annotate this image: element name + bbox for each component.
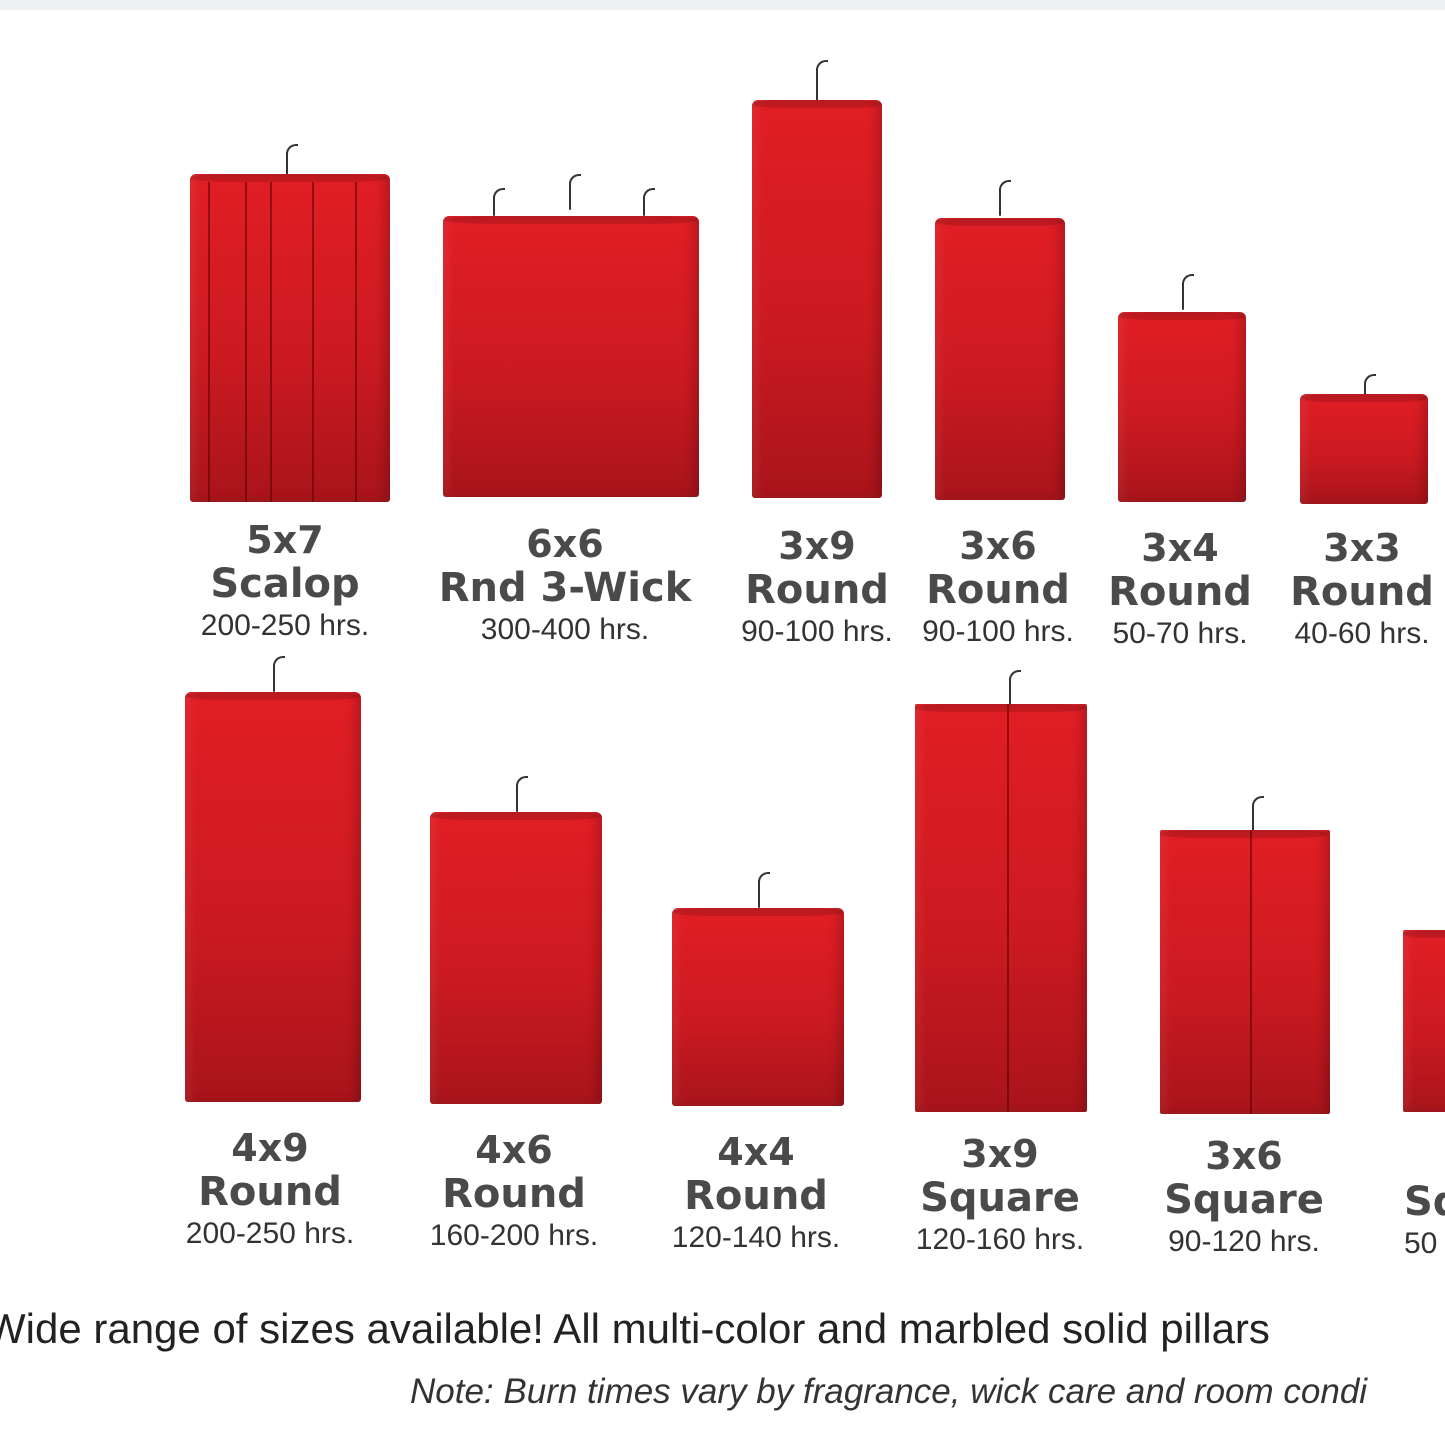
candle-body (443, 216, 699, 497)
footer-headline: Wide range of sizes available! All multi… (0, 1305, 1270, 1352)
candle-3x6-square (1160, 796, 1330, 1114)
candle-label: 3x3 Round 40-60 hrs. (1272, 526, 1445, 654)
candle-size: 4x6 (475, 1128, 553, 1172)
candle-label: 4x9 Round 200-250 hrs. (160, 1126, 380, 1254)
burn-time: 90-100 hrs. (922, 615, 1074, 648)
wick-icon (1252, 796, 1264, 832)
candle-6x6-rnd-3-wick (443, 174, 699, 497)
footer-note: Note: Burn times vary by fragrance, wick… (410, 1372, 1368, 1411)
candle-4x6-round (430, 776, 602, 1104)
burn-time: 200-250 hrs. (185, 1217, 355, 1250)
burn-time: 50-70 hrs. (1112, 617, 1248, 650)
candle-shape: Scalop (210, 561, 360, 607)
candle-body (190, 174, 390, 502)
candle-3x6-round (935, 180, 1065, 500)
burn-time: 90-100 hrs. (741, 615, 893, 648)
top-band (0, 0, 1445, 10)
candle-4x9-round (185, 656, 361, 1102)
wick-icon (999, 180, 1011, 216)
candle-shape: Round (926, 567, 1070, 613)
candle-label: 3x6 Square 90-120 hrs. (1134, 1134, 1354, 1262)
candle-body (672, 908, 844, 1106)
candle-size: 4x9 (231, 1126, 309, 1170)
burn-time: 40-60 hrs. (1294, 617, 1430, 650)
candle-3x9-round (752, 60, 882, 498)
candle-label: 3x4 Round 50-70 hrs. (1092, 526, 1268, 654)
candle-label: 3x9 Square 120-160 hrs. (890, 1132, 1110, 1260)
wick-icon (1009, 670, 1021, 706)
wick-icon (273, 656, 285, 692)
candle-3x4-round (1118, 274, 1246, 502)
candle-body (430, 812, 602, 1104)
candle-shape: Square (920, 1175, 1080, 1221)
candle-shape: Round (1108, 569, 1252, 615)
candle-size: 3x9 (961, 1132, 1039, 1176)
candle-body (935, 218, 1065, 500)
candle-body (1160, 830, 1330, 1114)
candle-shape: Round (745, 567, 889, 613)
candle-shape: Round (442, 1171, 586, 1217)
burn-time: 160-200 hrs. (429, 1219, 599, 1252)
candle-shape: Round (198, 1169, 342, 1215)
candle-shape: Sq (1404, 1179, 1445, 1225)
candle-size (1404, 1136, 1445, 1180)
burn-time: 300-400 hrs. (480, 613, 650, 646)
candle-shape: Round (1290, 569, 1434, 615)
candle-body (1300, 394, 1428, 504)
wick-icon (758, 872, 770, 908)
candle-body (752, 100, 882, 498)
candle-3x9-square (915, 670, 1087, 1112)
wick-icon (516, 776, 528, 812)
candle-3x3-round (1300, 374, 1428, 504)
candle-size: 5x7 (246, 518, 324, 562)
candle-label: 3x9 Round 90-100 hrs. (727, 524, 907, 652)
candle-body (1118, 312, 1246, 502)
candle-label: Sq 50 (1404, 1136, 1445, 1264)
candle-size: 6x6 (526, 522, 604, 566)
candle-size: 3x4 (1141, 526, 1219, 570)
candle-partial-square (1403, 930, 1445, 1112)
burn-time: 200-250 hrs. (200, 609, 370, 642)
candle-body (1403, 930, 1445, 1112)
candle-label: 4x6 Round 160-200 hrs. (404, 1128, 624, 1256)
candle-size: 3x9 (778, 524, 856, 568)
wick-icon (493, 188, 505, 216)
burn-time: 90-120 hrs. (1168, 1225, 1320, 1258)
wick-icon (643, 188, 655, 216)
wick-icon (1364, 374, 1376, 400)
candle-size: 3x6 (1205, 1134, 1283, 1178)
candle-body (915, 704, 1087, 1112)
burn-time: 120-160 hrs. (915, 1223, 1085, 1256)
candle-label: 6x6 Rnd 3-Wick 300-400 hrs. (415, 522, 715, 650)
candle-5x7-scalop (190, 144, 390, 502)
candle-4x4-round (672, 872, 844, 1106)
candle-shape: Square (1164, 1177, 1324, 1223)
burn-time: 120-140 hrs. (671, 1221, 841, 1254)
candle-size: 3x6 (959, 524, 1037, 568)
candle-size: 3x3 (1323, 526, 1401, 570)
wick-icon (286, 144, 298, 180)
candle-label: 3x6 Round 90-100 hrs. (908, 524, 1088, 652)
candle-shape: Rnd 3-Wick (438, 565, 692, 611)
candle-body (185, 692, 361, 1102)
candle-shape: Round (684, 1173, 828, 1219)
wick-icon (1182, 274, 1194, 310)
wick-icon (816, 60, 828, 104)
candle-label: 5x7 Scalop 200-250 hrs. (170, 518, 400, 646)
burn-time: 50 (1404, 1227, 1438, 1260)
candle-size: 4x4 (717, 1130, 795, 1174)
wick-icon (569, 174, 581, 210)
candle-label: 4x4 Round 120-140 hrs. (646, 1130, 866, 1258)
